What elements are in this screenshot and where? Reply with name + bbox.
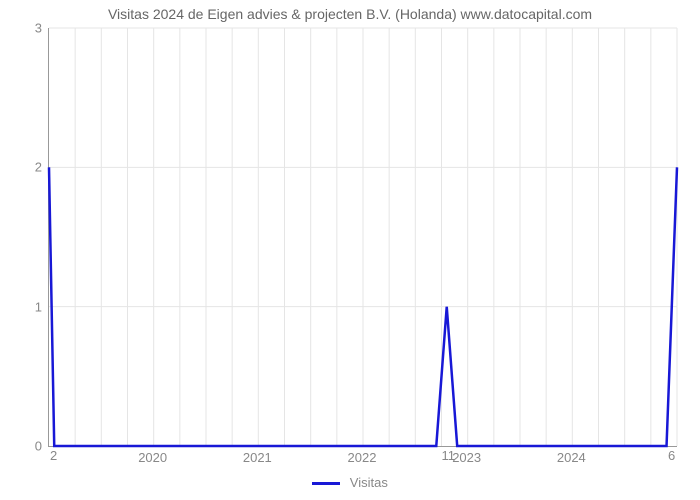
xtick-label: 2020 [138,450,167,465]
chart-svg [49,28,677,446]
legend-label: Visitas [350,475,388,490]
corner-inner-11: 11 [442,448,456,463]
legend: Visitas [0,475,700,490]
plot-area [48,28,677,447]
ytick-label: 3 [35,21,42,36]
xtick-label: 2021 [243,450,272,465]
legend-swatch [312,482,340,485]
xtick-label: 2022 [348,450,377,465]
chart-title: Visitas 2024 de Eigen advies & projecten… [0,6,700,22]
ytick-label: 2 [35,160,42,175]
chart-container: Visitas 2024 de Eigen advies & projecten… [0,0,700,500]
ytick-label: 0 [35,439,42,454]
xtick-label: 2024 [557,450,586,465]
corner-bottom-left: 2 [50,448,57,463]
xtick-label: 2023 [452,450,481,465]
corner-bottom-right: 6 [668,448,675,463]
ytick-label: 1 [35,299,42,314]
